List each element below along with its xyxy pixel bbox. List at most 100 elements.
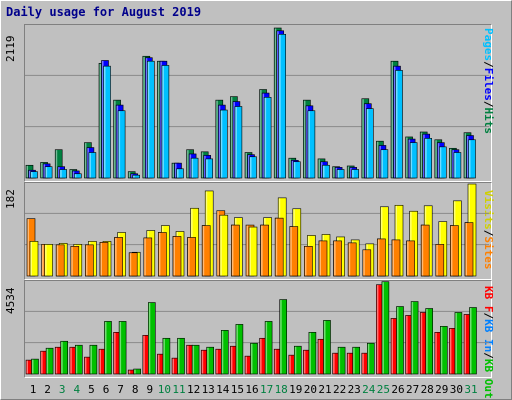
sites-bar-front-day-5: [85, 244, 94, 277]
pages-bar-day-25: [380, 149, 389, 179]
day-label-25: 25: [377, 383, 390, 396]
sites-bar-front-day-18-highlight: [275, 218, 278, 276]
kb-out-bar-day-9-highlight: [148, 303, 151, 374]
hits-bar-day-31-highlight: [464, 133, 466, 178]
pages-bar-day-1-highlight: [31, 172, 33, 178]
sites-bar-front-day-9-highlight: [144, 238, 146, 276]
hits-bar-day-8-highlight: [128, 172, 131, 178]
pages-bar-day-22-highlight: [337, 170, 340, 178]
pages-bar-day-17-highlight: [264, 97, 267, 178]
day-label-24: 24: [362, 383, 376, 396]
hits-bar-day-29-highlight: [435, 140, 437, 178]
sites-bar-front-day-4: [70, 246, 80, 277]
kb-f-bar-day-28-highlight: [420, 312, 423, 374]
pages-bar-day-2-highlight: [45, 167, 48, 178]
pages-bar-day-18: [278, 34, 287, 179]
kb-out-bar-day-1-highlight: [32, 359, 34, 374]
pages-bar-day-4-highlight: [74, 174, 77, 178]
kb-out-bar-day-20: [308, 332, 317, 375]
day-label-16: 16: [245, 383, 258, 396]
files-bar-day-21-highlight: [321, 162, 323, 178]
kb-out-bar-day-25: [381, 281, 390, 375]
kb-out-bar-day-16: [250, 342, 258, 375]
kb-f-bar-day-1-highlight: [26, 360, 28, 374]
kb-f-bar-day-24-highlight: [362, 353, 364, 374]
pages-bar-day-29: [438, 146, 447, 179]
kb-out-bar-day-4-highlight: [75, 345, 78, 374]
sites-bar-front-day-18: [274, 217, 284, 277]
kb-out-bar-day-12-highlight: [192, 345, 195, 374]
files-bar-day-11-highlight: [175, 163, 177, 178]
hits-bar-day-5-highlight: [84, 143, 87, 178]
day-label-21: 21: [318, 383, 331, 396]
day-label-13: 13: [202, 383, 215, 396]
day-label-20: 20: [304, 383, 317, 396]
kb-f-bar-day-17-highlight: [260, 338, 262, 374]
sites-bar-front-day-7: [114, 237, 123, 277]
hits-bar-day-16-highlight: [245, 153, 247, 178]
pages-bar-day-30: [453, 152, 462, 179]
files-bar-day-25-highlight: [379, 145, 381, 178]
kb-f-bar-day-9-highlight: [143, 335, 145, 374]
pages-bar-day-8: [132, 174, 140, 179]
pages-bar-day-4: [74, 173, 82, 179]
sites-bar-front-day-30: [450, 225, 459, 277]
kb-out-bar-day-18: [279, 299, 288, 375]
pages-bar-day-21-highlight: [323, 165, 325, 178]
sites-bar-front-day-28-highlight: [421, 225, 424, 276]
sites-bar-front-day-27: [406, 240, 415, 277]
pages-bar-day-6: [103, 65, 111, 179]
files-bar-day-28-highlight: [423, 134, 425, 178]
kb-out-bar-day-3-highlight: [61, 341, 63, 374]
visits-bar-day-14-highlight: [220, 215, 222, 276]
hits-bar-day-11-highlight: [172, 163, 174, 178]
kb-out-bar-day-13-highlight: [207, 347, 209, 374]
pages-bar-day-21: [322, 164, 330, 179]
pages-bar-day-3: [59, 169, 68, 179]
pages-bar-day-16: [249, 156, 257, 179]
sites-bar-front-day-11-highlight: [173, 236, 175, 276]
pages-bar-day-14-highlight: [220, 110, 223, 178]
kb-f-bar-day-16-highlight: [245, 356, 247, 374]
kb-out-bar-day-15: [235, 324, 244, 375]
kb-out-bar-day-12: [191, 344, 200, 375]
kb-out-bar-day-16-highlight: [251, 343, 253, 374]
pages-bar-day-7: [117, 110, 126, 179]
day-label-30: 30: [450, 383, 463, 396]
pages-bar-day-12: [190, 157, 199, 179]
kb-out-bar-day-25-highlight: [382, 282, 384, 374]
files-bar-day-23-highlight: [350, 167, 352, 178]
day-label-23: 23: [348, 383, 361, 396]
files-bar-day-3-highlight: [58, 167, 60, 178]
kb-out-bar-day-24: [366, 342, 375, 375]
day-label-8: 8: [132, 383, 139, 396]
kb-f-bar-day-5-highlight: [84, 357, 87, 374]
sites-bar-front-day-12: [187, 237, 196, 277]
day-label-12: 12: [187, 383, 200, 396]
kb-out-bar-day-27-highlight: [411, 302, 414, 374]
day-label-14: 14: [216, 383, 230, 396]
pages-bar-day-19: [292, 161, 301, 179]
pages-bar-day-11: [176, 168, 184, 179]
pages-bar-day-11-highlight: [177, 169, 179, 178]
files-bar-day-2-highlight: [43, 164, 46, 178]
hits-bar-day-2-highlight: [41, 162, 43, 178]
kb-out-bar-day-27: [410, 301, 419, 375]
hits-bar-day-28-highlight: [420, 132, 423, 178]
kb-out-bar-day-11: [177, 337, 185, 375]
day-label-15: 15: [231, 383, 244, 396]
files-bar-day-20-highlight: [306, 106, 308, 178]
kb-f-bar-day-6-highlight: [99, 349, 101, 374]
hits-bar-day-27-highlight: [406, 137, 408, 178]
day-label-29: 29: [435, 383, 448, 396]
sites-bar-front-day-31-highlight: [465, 223, 467, 276]
pages-bar-day-7-highlight: [118, 111, 121, 178]
pages-bar-day-20-highlight: [308, 111, 310, 178]
pages-bar-day-10: [161, 65, 170, 179]
sites-bar-front-day-5-highlight: [85, 245, 88, 276]
pages-bar-day-1: [30, 171, 38, 179]
kb-out-bar-day-17: [264, 321, 273, 375]
kb-f-bar-day-4-highlight: [70, 347, 72, 374]
kb-out-bar-day-3: [60, 340, 69, 375]
